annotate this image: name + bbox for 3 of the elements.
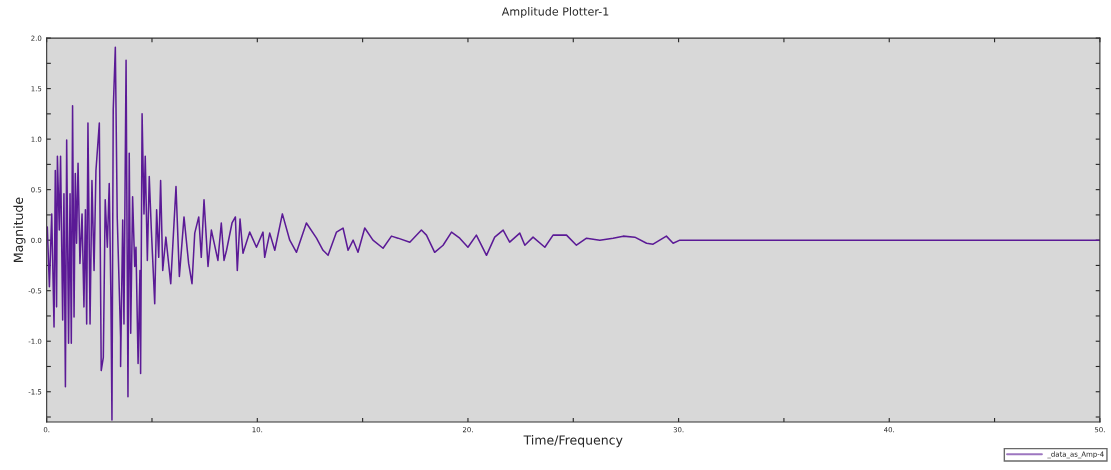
x-axis-title: Time/Frequency bbox=[523, 435, 623, 448]
chart-title: Amplitude Plotter-1 bbox=[501, 7, 609, 18]
y-axis-title: Magnitude bbox=[13, 197, 26, 262]
